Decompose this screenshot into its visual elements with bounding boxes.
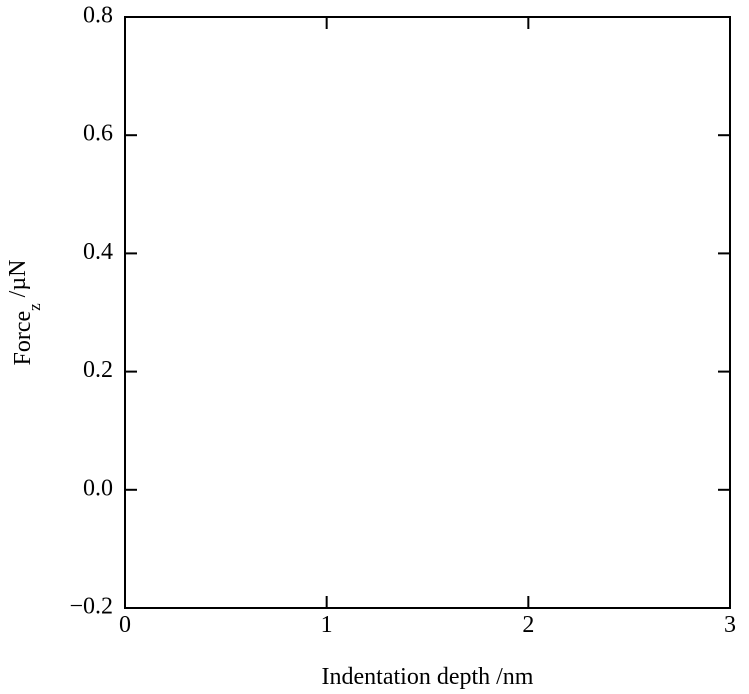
x-tick-label: 3 — [724, 612, 736, 638]
x-tick-label: 1 — [321, 612, 333, 638]
x-tick-label: 0 — [119, 612, 131, 638]
chart-background — [0, 0, 749, 694]
x-tick-label: 2 — [522, 612, 534, 638]
y-tick-label: 0.4 — [83, 239, 113, 265]
y-tick-label: 0.8 — [83, 3, 113, 29]
y-tick-label: −0.2 — [69, 594, 113, 620]
chart-container: 0 1 2 3 −0.2 0.0 0.2 0.4 0.6 0.8 Indentation depth… — [0, 0, 749, 694]
y-tick-label: 0.2 — [83, 357, 113, 383]
force-indentation-chart: 0 1 2 3 −0.2 0.0 0.2 0.4 0.6 0.8 Indentation depth… — [0, 0, 749, 694]
y-tick-label: 0.0 — [83, 475, 113, 501]
y-tick-label: 0.6 — [83, 121, 113, 147]
x-axis-label: Indentation depth /nm — [322, 664, 534, 690]
